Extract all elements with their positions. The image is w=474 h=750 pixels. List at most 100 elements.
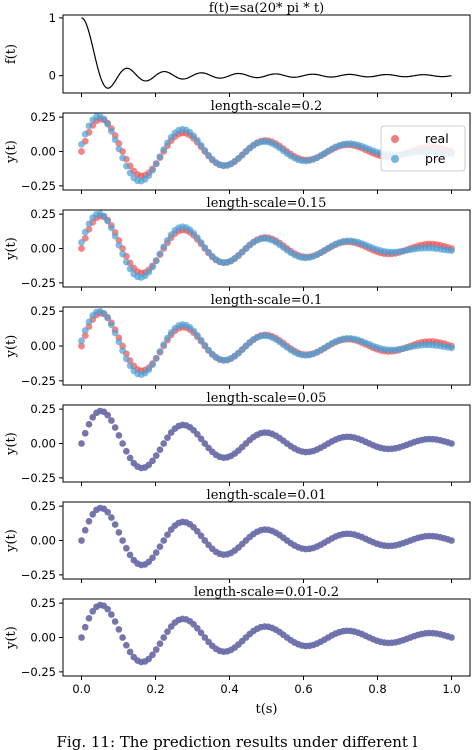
- data-point-pre: [377, 541, 384, 549]
- data-point-pre: [395, 541, 403, 548]
- subplot-1: f(t)=sa(20* pi * t) f(t) 0 1: [4, 1, 471, 97]
- y-tick-label: −0.25: [21, 374, 56, 388]
- data-point-pre: [216, 550, 224, 558]
- data-point-pre: [81, 228, 89, 236]
- data-point-pre: [235, 447, 242, 454]
- data-point-real: [164, 628, 171, 635]
- y-tick-label: 1: [49, 11, 56, 25]
- data-point-pre: [257, 526, 265, 534]
- data-point-pre: [100, 115, 108, 123]
- data-point-pre: [126, 362, 134, 370]
- x-tick-label: 0.2: [146, 682, 164, 696]
- data-point-pre: [410, 535, 418, 543]
- y-tick-label: 0.25: [30, 304, 56, 318]
- subplot-4: length-scale=0.1 y(t) −0.25 0.00 0.25: [4, 293, 471, 389]
- data-point-pre: [418, 533, 425, 541]
- data-point-pre: [89, 608, 97, 615]
- data-point-real: [81, 623, 89, 631]
- data-point-pre: [448, 537, 455, 544]
- data-point-pre: [164, 531, 171, 538]
- data-point-pre: [377, 444, 384, 452]
- data-point-pre: [85, 518, 93, 525]
- data-point-pre: [384, 639, 392, 647]
- y-tick-label: 0.25: [30, 110, 56, 124]
- data-point-pre: [425, 629, 433, 637]
- data-point-real: [197, 435, 205, 443]
- data-point-pre: [238, 637, 246, 645]
- data-point-pre: [399, 539, 407, 547]
- data-point-pre: [130, 653, 138, 661]
- y-axis-label: y(t): [4, 335, 19, 359]
- x-tick-label: 1.0: [442, 682, 460, 696]
- x-axis-label: t(s): [255, 702, 277, 717]
- data-point-pre: [448, 634, 455, 641]
- data-point-pre: [448, 440, 455, 447]
- data-point-pre: [223, 648, 231, 655]
- data-point-pre: [152, 646, 160, 653]
- data-point-real: [149, 457, 156, 465]
- data-point-pre: [365, 537, 373, 544]
- data-point-pre: [425, 435, 433, 443]
- data-point-pre: [130, 556, 138, 564]
- data-point-pre: [283, 440, 291, 447]
- data-point-real: [123, 544, 130, 552]
- data-point-pre: [392, 541, 399, 549]
- data-point-pre: [209, 545, 216, 553]
- data-point-pre: [302, 642, 310, 650]
- y-axis-label: f(t): [4, 44, 19, 64]
- data-point-pre: [108, 224, 115, 232]
- data-point-pre: [149, 166, 156, 174]
- data-point-pre: [141, 658, 149, 665]
- data-point-real: [201, 440, 209, 447]
- data-point-pre: [250, 530, 257, 538]
- data-point-pre: [186, 423, 194, 431]
- data-point-real: [152, 452, 160, 459]
- data-point-pre: [440, 437, 448, 445]
- x-tick-label: 0.4: [220, 682, 238, 696]
- data-point-pre: [122, 258, 130, 266]
- x-tick-label: 0.6: [294, 682, 312, 696]
- data-point-pre: [336, 628, 343, 636]
- data-point-pre: [104, 605, 111, 613]
- data-point-pre: [104, 120, 112, 128]
- data-point-pre: [328, 535, 336, 542]
- data-point-pre: [138, 561, 145, 569]
- data-point-pre: [365, 634, 373, 641]
- data-point-pre: [298, 545, 306, 552]
- y-tick-label: 0.00: [30, 534, 56, 548]
- data-point-pre: [365, 440, 373, 447]
- data-point-pre: [272, 626, 280, 634]
- data-point-pre: [78, 634, 85, 641]
- data-point-pre: [418, 630, 425, 638]
- data-point-pre: [201, 440, 209, 447]
- data-point-pre: [294, 447, 302, 454]
- data-point-real: [81, 429, 89, 437]
- data-point-pre: [306, 448, 313, 456]
- data-point-pre: [96, 504, 104, 512]
- data-point-pre: [190, 132, 198, 140]
- data-point-pre: [193, 136, 201, 144]
- data-point-pre: [227, 452, 235, 460]
- figure: f(t)=sa(20* pi * t) f(t) 0 1 length-scale=0.…: [4, 1, 471, 717]
- data-point-pre: [448, 247, 455, 255]
- series-line-f: [81, 17, 452, 89]
- data-point-pre: [280, 534, 287, 542]
- data-point-pre: [317, 444, 324, 452]
- data-point-pre: [369, 635, 377, 643]
- data-point-real: [81, 526, 89, 534]
- data-point-pre: [265, 623, 272, 631]
- data-point-pre: [388, 542, 396, 550]
- data-point-pre: [261, 526, 268, 533]
- data-point-pre: [392, 638, 399, 646]
- data-point-pre: [119, 537, 126, 544]
- data-point-pre: [145, 461, 153, 469]
- data-point-pre: [216, 647, 224, 655]
- data-point-pre: [152, 160, 160, 168]
- data-point-pre: [78, 440, 85, 447]
- data-point-pre: [313, 446, 321, 453]
- y-tick-label: −0.25: [21, 471, 56, 485]
- data-point-pre: [253, 528, 261, 536]
- data-point-pre: [100, 602, 108, 610]
- data-point-pre: [179, 421, 186, 429]
- data-point-pre: [380, 639, 388, 646]
